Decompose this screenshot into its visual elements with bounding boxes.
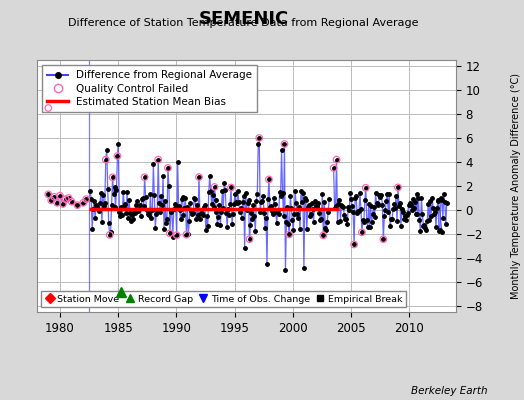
Point [105, 232, 114, 238]
Point [47, 197, 56, 204]
Point [210, 184, 219, 190]
Point [73, 202, 82, 208]
Point [59, 201, 67, 207]
Point [82, 196, 90, 202]
Text: SEMENIC: SEMENIC [199, 10, 289, 28]
Point [44, 191, 52, 198]
Point [280, 141, 289, 147]
Point [44, 105, 52, 111]
Point [113, 153, 122, 159]
Point [350, 241, 358, 248]
Point [362, 184, 370, 191]
Point [140, 174, 149, 180]
Point [245, 236, 254, 242]
Point [166, 230, 174, 236]
Point [154, 156, 162, 163]
Point [108, 174, 117, 180]
Point [163, 165, 172, 171]
Point [68, 198, 76, 205]
Point [62, 196, 70, 202]
Point [195, 174, 203, 180]
Point [332, 156, 341, 163]
Point [64, 195, 73, 201]
Point [53, 200, 61, 206]
Point [330, 165, 338, 171]
Point [319, 232, 328, 239]
Point [102, 156, 110, 163]
Point [182, 231, 191, 238]
Point [379, 236, 388, 242]
Text: Monthly Temperature Anomaly Difference (°C): Monthly Temperature Anomaly Difference (… [511, 73, 521, 299]
Point [255, 135, 264, 141]
Point [394, 184, 402, 190]
Point [50, 194, 58, 200]
Text: Difference of Station Temperature Data from Regional Average: Difference of Station Temperature Data f… [69, 18, 419, 28]
Point [172, 232, 181, 238]
Point [358, 229, 366, 236]
Text: Berkeley Earth: Berkeley Earth [411, 386, 487, 396]
Point [227, 184, 235, 191]
Legend: Station Move, Record Gap, Time of Obs. Change, Empirical Break: Station Move, Record Gap, Time of Obs. C… [41, 291, 406, 307]
Point [285, 231, 293, 238]
Point [79, 200, 88, 206]
Point [56, 192, 64, 199]
Point [265, 176, 273, 183]
